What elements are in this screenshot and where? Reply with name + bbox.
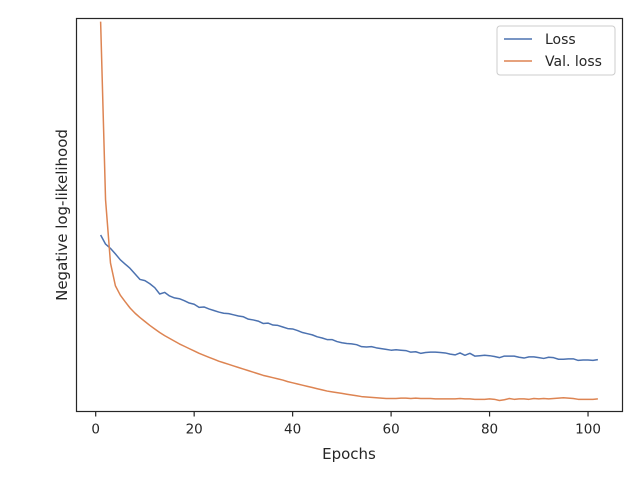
x-tick-label-0: 0 [91,422,100,438]
x-tick-label-60: 60 [383,422,400,438]
legend-label-loss: Loss [545,32,576,48]
x-tick-label-80: 80 [481,422,498,438]
legend-label-val-loss: Val. loss [545,54,602,70]
series-layer [99,21,598,402]
series-line-loss [99,234,598,362]
y-axis-label: Negative log-likelihood [53,129,71,301]
x-tick-label-40: 40 [284,422,301,438]
x-axis-label: Epochs [322,445,376,463]
x-tick-label-100: 100 [575,422,601,438]
x-axis-ticks: 0 20 40 60 80 100 [91,411,601,438]
x-tick-label-20: 20 [186,422,203,438]
series-line-val-loss [99,21,598,402]
plot-area-frame [75,17,624,413]
legend: Loss Val. loss [496,25,616,76]
